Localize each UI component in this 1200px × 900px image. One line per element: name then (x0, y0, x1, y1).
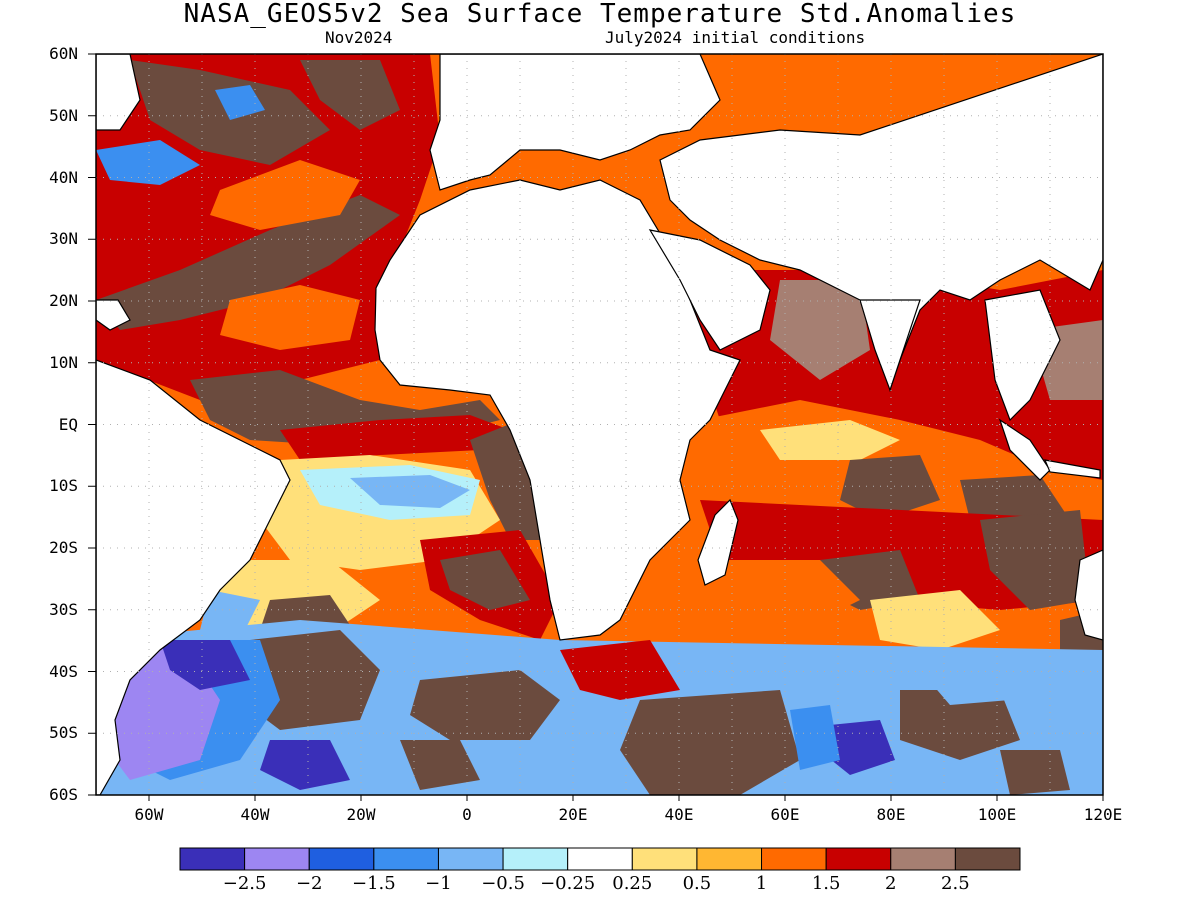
latitude-label: 20N (49, 291, 78, 310)
colorbar-label: 0.25 (612, 873, 653, 894)
colorbar-label: 0.5 (682, 873, 712, 894)
region-bay-of-bengal-red (890, 300, 1000, 430)
colorbar-swatch (502, 847, 569, 871)
colorbar-label: −2 (295, 873, 323, 894)
india (859, 299, 921, 392)
region-indian-ocean-orange (720, 560, 860, 630)
region-southern-ocean-brown (620, 690, 800, 795)
latitude-label: 60N (49, 44, 78, 63)
region-southern-ocean-brown (410, 670, 560, 740)
region-indian-ocean-red (560, 640, 680, 700)
madagascar (697, 498, 739, 586)
colorbar-label: −2.5 (222, 873, 267, 894)
longitude-label: 20W (346, 805, 376, 824)
latitude-label: 30N (49, 229, 78, 249)
colorbar-label: −0.5 (481, 873, 525, 894)
north-atlantic (96, 54, 440, 400)
forecast-month: Nov2024 (325, 28, 393, 47)
colorbar-swatch (825, 847, 892, 871)
initial-conditions: July2024 initial conditions (605, 28, 866, 47)
southeast-asia (984, 289, 1061, 422)
colorbar-label: 2.5 (941, 873, 970, 894)
region-north-atlantic-subtropical-brown (300, 60, 400, 130)
asia (659, 54, 1103, 393)
region-southern-ocean-brown (400, 740, 480, 790)
colorbar-swatch (631, 847, 698, 871)
region-south-atlantic-light-blue (215, 85, 265, 120)
region-north-atlantic-red (280, 415, 510, 460)
colorbar-swatch (567, 847, 633, 871)
longitude-label: 60E (770, 805, 800, 824)
colorbar-label: 1 (755, 873, 768, 894)
arabian-peninsula (648, 229, 771, 351)
region-north-atlantic-subtropical-brown (96, 195, 400, 330)
colorbar-swatch (890, 847, 956, 871)
south-america (96, 359, 291, 795)
colorbar-swatch (244, 847, 310, 871)
region-southern-ocean-brown (1000, 750, 1070, 795)
region-south-atlantic-yellow (870, 590, 1000, 650)
europe (429, 54, 721, 191)
sumatra (998, 418, 1051, 481)
region-south-indian-brown (840, 455, 940, 520)
longitude-label: 20E (558, 805, 588, 824)
latitude-label: 20S (49, 538, 78, 557)
region-south-indian-brown (980, 510, 1090, 610)
latitude-label: 50N (49, 105, 78, 125)
colorbar-swatch (954, 847, 1021, 871)
longitude-label: 100E (977, 805, 1017, 824)
caribbean (96, 299, 131, 331)
region-north-atlantic-orange (220, 285, 360, 350)
australia (1074, 549, 1103, 641)
tick-marks (88, 53, 1104, 801)
colorbar-swatch (437, 847, 504, 871)
colorbar-swatch (308, 847, 375, 871)
africa (374, 179, 741, 641)
region-arabian-sea-brown (770, 280, 870, 380)
latitude-label: 50S (49, 723, 78, 743)
colorbar-label: −1 (425, 873, 452, 894)
longitude-label: 80E (876, 805, 906, 824)
region-benguela-brown (440, 550, 530, 610)
latitude-label: 10N (49, 352, 78, 372)
colorbar-label: −0.25 (540, 873, 596, 894)
longitude-label: 120E (1083, 805, 1123, 824)
region-argentine-purple (160, 640, 250, 690)
colorbar-swatch (373, 847, 439, 871)
latitude-label: 40N (49, 167, 78, 187)
latitude-label: 30S (49, 599, 78, 619)
colorbar-label: 1.5 (811, 873, 841, 894)
land-masses (96, 54, 1103, 795)
longitude-label: 0 (462, 805, 472, 824)
southern-ocean (96, 620, 1103, 795)
region-south-atlantic-light-blue (350, 475, 470, 508)
longitude-label: 60W (134, 805, 164, 824)
longitude-label: 40W (240, 805, 270, 824)
north-america (96, 54, 141, 131)
colorbar-swatch (761, 847, 827, 871)
colorbar-swatch (179, 847, 246, 871)
region-southern-ocean-dark-purple (825, 720, 895, 775)
longitude-label: 40E (664, 805, 694, 824)
latitude-label: 40S (49, 661, 78, 681)
java (1044, 459, 1101, 479)
colorbar-swatch (696, 847, 763, 871)
region-southern-ocean-blue (790, 705, 840, 770)
map-title: NASA_GEOS5v2 Sea Surface Temperature Std… (183, 0, 1017, 29)
latitude-label: 10S (49, 476, 78, 496)
region-southern-ocean-light-blue (920, 665, 1010, 705)
region-southern-ocean-brown (900, 690, 1020, 760)
colorbar-label: 2 (885, 873, 897, 894)
latitude-label: 60S (49, 785, 78, 804)
latitude-label: EQ (58, 414, 78, 434)
region-southern-ocean-dark-purple (260, 740, 350, 790)
colorbar-label: −1.5 (351, 873, 396, 894)
region-south-atlantic-yellow (760, 420, 900, 460)
colorbar (179, 847, 1021, 871)
region-north-atlantic-orange (210, 160, 360, 230)
region-south-atlantic-light-blue (96, 140, 200, 185)
